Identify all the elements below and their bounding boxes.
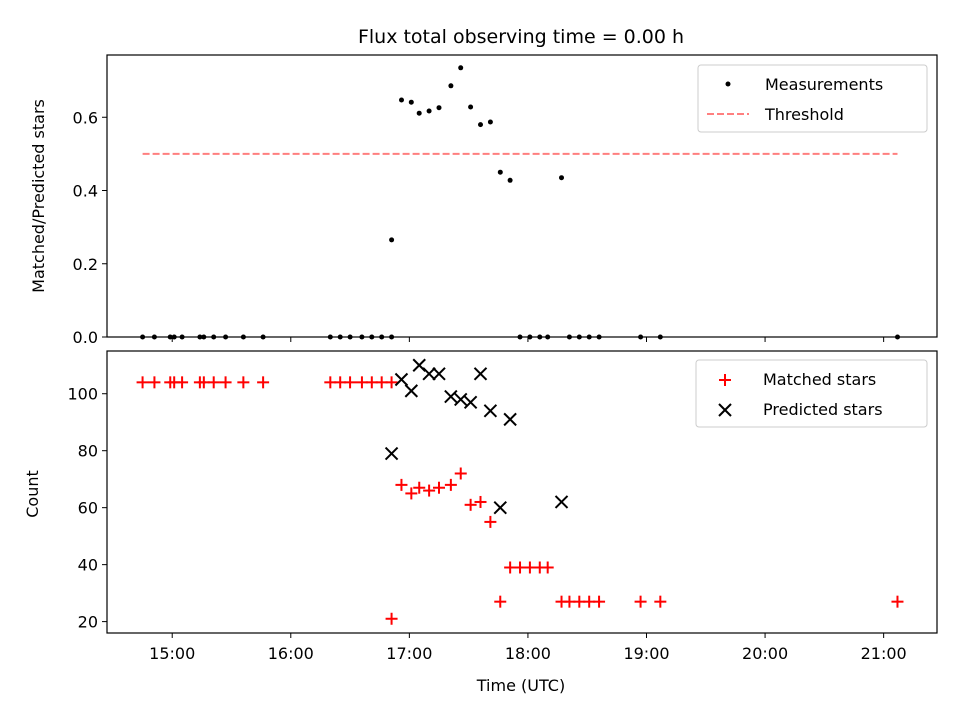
- predicted-star-marker: [554, 495, 569, 509]
- matched-star-marker: [413, 481, 426, 494]
- top-axes-frame: [106, 54, 938, 338]
- x-axis-label: Time (UTC): [476, 676, 565, 695]
- bottom-panel: 20 40 60 80 100 15:00 16:00 17:00 18:00 19:00 20:…: [23, 350, 938, 695]
- x-tick-label: 17:00: [386, 644, 432, 663]
- top-y-tick-label: 0.2: [73, 255, 98, 274]
- matched-star-marker: [148, 376, 161, 389]
- measurement-point: [426, 108, 432, 114]
- measurement-point: [436, 105, 442, 111]
- x-tick-label: 18:00: [505, 644, 551, 663]
- measurements-legend-label: Measurements: [765, 75, 883, 94]
- matched-star-marker: [444, 478, 457, 491]
- matched-star-marker: [541, 561, 554, 574]
- x-tick-label: 19:00: [623, 644, 669, 663]
- measurement-point: [408, 99, 414, 105]
- x-tick-label: 15:00: [149, 644, 195, 663]
- matched-star-marker: [207, 376, 220, 389]
- measurement-point: [487, 119, 493, 125]
- measurement-point: [559, 175, 564, 181]
- threshold-legend-label: Threshold: [764, 105, 844, 124]
- measurement-point: [478, 122, 483, 128]
- predicted-legend-marker: [718, 403, 732, 417]
- predicted-star-marker: [473, 367, 488, 381]
- x-tick-label: 20:00: [742, 644, 788, 663]
- bottom-y-tick-label: 60: [78, 499, 98, 518]
- predicted-star-marker: [503, 412, 517, 427]
- predicted-star-marker: [444, 389, 458, 404]
- bottom-x-ticks: 15:00 16:00 17:00 18:00 19:00 20:00 21:00: [149, 633, 907, 663]
- measurement-point: [389, 237, 395, 243]
- top-legend: Measurements Threshold: [697, 64, 928, 133]
- matched-star-marker: [405, 487, 418, 500]
- bottom-plot-area: [136, 358, 904, 625]
- x-tick-label: 21:00: [861, 644, 907, 663]
- matched-star-marker: [237, 376, 250, 389]
- top-y-tick-label: 0.0: [73, 328, 98, 347]
- bottom-legend-box: [695, 359, 928, 428]
- bottom-y-ticks: 20 40 60 80 100: [67, 385, 107, 632]
- matched-legend-marker: [719, 374, 731, 386]
- bottom-y-tick-label: 40: [78, 556, 98, 575]
- matched-star-marker: [433, 481, 445, 494]
- matched-star-marker: [454, 467, 467, 480]
- bottom-y-tick-label: 20: [78, 613, 98, 632]
- bottom-y-axis-label: Count: [23, 470, 42, 518]
- predicted-star-marker: [404, 384, 419, 398]
- predicted-star-marker: [493, 500, 507, 515]
- matched-star-marker: [423, 484, 436, 497]
- matched-star-marker: [464, 498, 477, 511]
- x-tick-label: 16:00: [268, 644, 314, 663]
- predicted-star-marker: [463, 395, 478, 409]
- matched-star-marker: [484, 515, 497, 528]
- measurements-legend-marker: [725, 81, 731, 87]
- predicted-star-marker: [483, 404, 498, 418]
- matched-star-marker: [891, 595, 904, 608]
- bottom-y-tick-label: 100: [67, 385, 98, 404]
- matched-star-marker: [474, 495, 487, 508]
- bottom-y-tick-label: 80: [78, 442, 98, 461]
- top-y-tick-label: 0.4: [73, 182, 98, 201]
- top-y-axis-label: Matched/Predicted stars: [29, 99, 48, 293]
- matched-star-marker: [494, 595, 507, 608]
- predicted-star-marker: [422, 367, 436, 381]
- bottom-legend: Matched stars Predicted stars: [695, 359, 928, 428]
- matched-star-marker: [654, 595, 667, 608]
- measurement-point: [468, 104, 474, 110]
- matched-star-marker: [634, 595, 647, 608]
- top-y-ticks: 0.0 0.2 0.4 0.6: [73, 108, 107, 347]
- top-panel: Flux total observing time = 0.00 h 0.00.…: [29, 26, 938, 347]
- matched-star-marker: [385, 376, 398, 389]
- predicted-star-marker: [384, 446, 399, 461]
- top-y-tick-label: 0.6: [73, 108, 98, 127]
- matched-star-marker: [176, 376, 189, 389]
- matched-legend-label: Matched stars: [763, 370, 876, 389]
- predicted-star-marker: [454, 392, 468, 407]
- matched-star-marker: [219, 376, 232, 389]
- top-title: Flux total observing time = 0.00 h: [358, 26, 684, 48]
- matched-star-marker: [344, 376, 357, 389]
- matched-star-marker: [385, 612, 398, 625]
- measurement-point: [458, 65, 464, 71]
- measurement-point: [399, 97, 404, 103]
- matched-star-marker: [593, 595, 606, 608]
- predicted-star-marker: [394, 372, 409, 387]
- predicted-star-marker: [432, 367, 446, 381]
- matched-star-marker: [395, 478, 408, 491]
- measurement-point: [507, 177, 513, 183]
- bottom-axes-frame: [106, 350, 938, 634]
- measurement-point: [497, 169, 503, 175]
- matched-star-marker: [136, 376, 149, 389]
- top-legend-box: [697, 64, 928, 133]
- matched-star-marker: [257, 376, 270, 389]
- measurement-point: [448, 83, 454, 89]
- measurement-point: [416, 110, 422, 116]
- top-x-ticks: [171, 337, 885, 342]
- predicted-legend-label: Predicted stars: [763, 400, 883, 419]
